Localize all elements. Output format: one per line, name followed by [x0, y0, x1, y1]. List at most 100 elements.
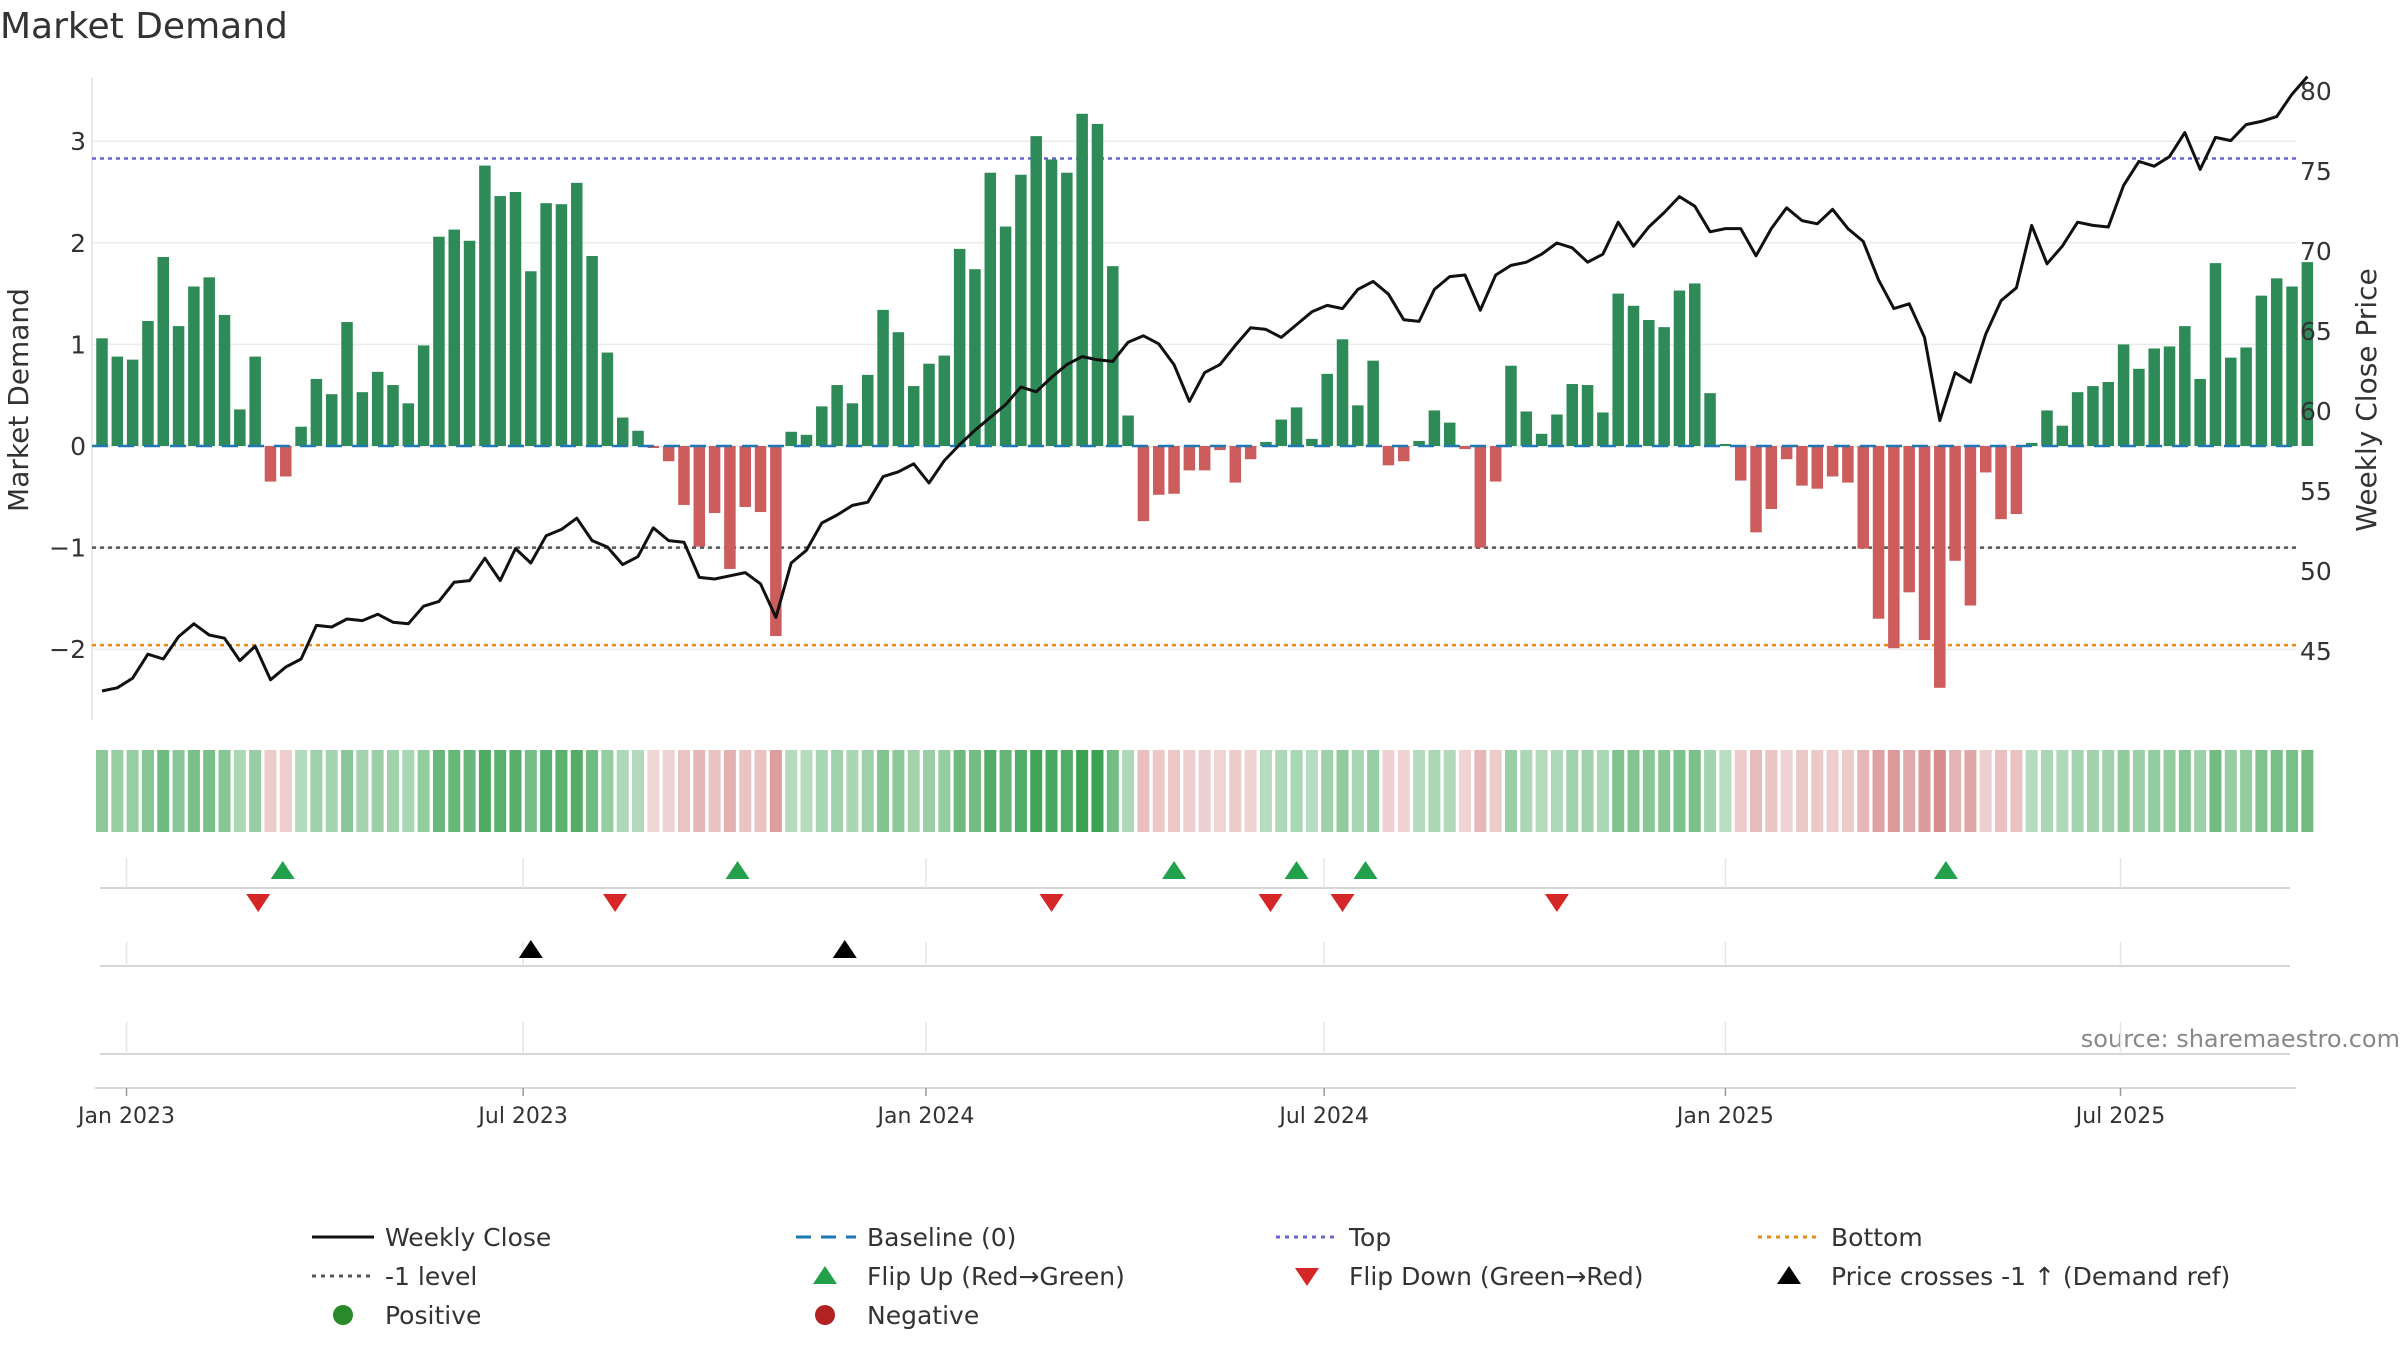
heat-strip-cell: [938, 750, 951, 832]
heat-strip-cell: [2025, 750, 2038, 832]
heat-strip-cell: [1459, 750, 1472, 832]
heat-strip-cell: [1535, 750, 1548, 832]
negative-bar: [1780, 446, 1793, 460]
heat-strip-cell: [555, 750, 568, 832]
positive-bar: [1107, 266, 1119, 446]
legend: Weekly Close Baseline (0) Top Bottom -1 leve…: [312, 1223, 2230, 1330]
legend-item: Weekly Close: [312, 1223, 551, 1252]
right-tick-label: 55: [2300, 477, 2332, 506]
negative-bar: [739, 446, 751, 507]
heat-strip-cell: [96, 750, 108, 832]
positive-bar: [203, 277, 215, 446]
legend-item: Bottom: [1758, 1223, 1923, 1252]
price-cross-marker: [518, 940, 543, 958]
positive-bar: [1428, 410, 1441, 446]
heat-strip-cell: [2178, 750, 2191, 832]
flip-down-marker: [1544, 894, 1569, 912]
positive-bar: [2148, 348, 2160, 446]
flip-down-marker: [246, 894, 271, 912]
positive-bar: [1260, 441, 1272, 446]
heat-strip-cell: [1183, 750, 1196, 832]
heat-strip-cell: [1413, 750, 1426, 832]
flip-down-marker: [603, 894, 628, 912]
source-label: source: sharemaestro.com: [2081, 1025, 2400, 1053]
heat-strip-cell: [1275, 750, 1288, 832]
negative-bar: [1995, 446, 2007, 520]
heat-strip-cell: [2071, 750, 2084, 832]
positive-bar: [448, 229, 460, 446]
negative-bar: [1183, 446, 1196, 471]
negative-bar: [1459, 446, 1471, 450]
legend-item: Flip Up (Red→Green): [813, 1262, 1125, 1291]
heat-strip-cell: [2209, 750, 2222, 832]
heat-strip-cell: [157, 750, 170, 832]
positive-bar: [1597, 412, 1609, 446]
heat-strip-cell: [677, 750, 690, 832]
heat-strip-cell: [2086, 750, 2099, 832]
heat-strip-cell: [1259, 750, 1272, 832]
negative-bar: [1903, 446, 1915, 593]
price-cross-marker: [832, 940, 857, 958]
negative-bar: [1811, 446, 1824, 489]
positive-bar: [1520, 411, 1533, 446]
heat-strip-cell: [2117, 750, 2130, 832]
positive-bar: [1352, 405, 1364, 446]
positive-bar: [1290, 407, 1303, 446]
positive-bar: [1505, 365, 1517, 446]
heat-strip-cell: [1443, 750, 1456, 832]
heat-strip-cell: [1520, 750, 1533, 832]
negative-bar: [678, 446, 690, 505]
heat-strip-cell: [586, 750, 599, 832]
flip-down-marker: [1039, 894, 1064, 912]
negative-bar: [264, 446, 277, 482]
heat-strip-cell: [279, 750, 292, 832]
negative-bar: [280, 446, 292, 477]
right-tick-label: 75: [2300, 157, 2332, 186]
negative-bar: [1918, 446, 1931, 641]
heat-strip-cell: [831, 750, 844, 832]
positive-bar: [1566, 384, 1578, 446]
legend-item: Negative: [815, 1301, 979, 1330]
heat-strip-cell: [1305, 750, 1318, 832]
heat-strip-cell: [2194, 750, 2207, 832]
heat-strip-cell: [815, 750, 828, 832]
demand-bars: [96, 113, 2314, 688]
positive-bar: [402, 403, 415, 446]
negative-bar: [1888, 446, 1900, 649]
positive-bar: [2117, 344, 2130, 446]
heat-strip-cell: [1964, 750, 1977, 832]
positive-bar: [2041, 410, 2053, 446]
x-axis-ticks: Jan 2023 Jul 2023 Jan 2024 Jul 2024 Jan 2025…: [76, 1088, 2165, 1129]
positive-bar: [387, 385, 399, 446]
positive-bar: [1061, 172, 1073, 447]
heat-strip-cell: [172, 750, 185, 832]
negative-bar: [1398, 446, 1410, 462]
positive-bar: [218, 314, 231, 446]
heat-strip-cell: [448, 750, 461, 832]
positive-bar: [800, 434, 813, 446]
flip-up-marker: [1284, 861, 1309, 879]
heat-strip-cell: [524, 750, 537, 832]
left-tick-label: 2: [70, 229, 86, 258]
positive-bar: [494, 196, 506, 446]
negative-bar: [1489, 446, 1502, 482]
negative-bar: [1152, 446, 1165, 495]
heat-strip-cell: [1979, 750, 1992, 832]
heat-strip-cell: [463, 750, 476, 832]
negative-bar: [1964, 446, 1977, 606]
legend-item: Flip Down (Green→Red): [1295, 1262, 1644, 1291]
right-tick-label: 80: [2300, 77, 2332, 106]
flip-up-marker: [1933, 861, 1958, 879]
positive-bar: [2163, 346, 2176, 446]
negative-bar: [708, 446, 721, 514]
heat-strip-cell: [1106, 750, 1119, 832]
positive-bar: [2087, 386, 2099, 446]
heat-strip-cell: [2255, 750, 2268, 832]
positive-bar: [923, 363, 935, 446]
legend-label: Baseline (0): [867, 1223, 1016, 1252]
heat-strip-cell: [233, 750, 246, 832]
negative-bar: [1168, 446, 1180, 494]
positive-bar: [831, 385, 843, 446]
heat-strip-cell: [800, 750, 813, 832]
heat-strip-cell: [478, 750, 491, 832]
